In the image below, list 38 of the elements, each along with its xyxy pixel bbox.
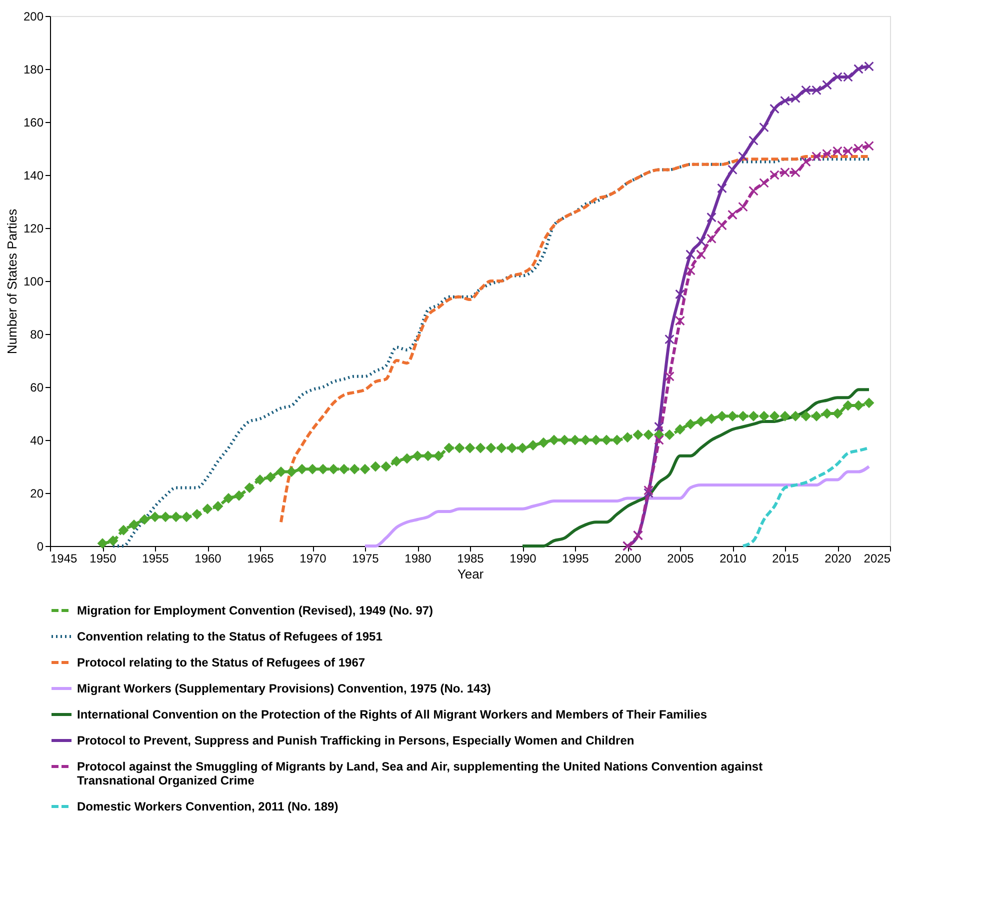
y-tick-label: 140	[23, 168, 44, 182]
x-tick-label: 1970	[300, 552, 327, 566]
legend-label: International Convention on the Protection of the Rights of All Migrant Workers and Members of Their Families	[77, 708, 708, 722]
x-tick-label: 2000	[614, 552, 642, 566]
x-tick-label: 1985	[457, 552, 484, 566]
x-tick-label: 2005	[667, 552, 694, 566]
legend-label: Protocol to Prevent, Suppress and Punish Trafficking in Persons, Especially Women and Children	[77, 734, 634, 748]
legend-label: Migrant Workers (Supplementary Provisions) Convention, 1975 (No. 143)	[77, 682, 491, 696]
legend-label: Domestic Workers Convention, 2011 (No. 189)	[77, 800, 338, 814]
x-tick-label: 1955	[142, 552, 170, 566]
y-tick-label: 80	[30, 328, 44, 342]
y-tick-label: 200	[23, 10, 44, 24]
x-tick-label: 2015	[772, 552, 800, 566]
x-tick-label: 1995	[562, 552, 590, 566]
y-tick-label: 180	[23, 62, 44, 76]
x-tick-label: 1980	[404, 552, 432, 566]
legend-label: Migration for Employment Convention (Revised), 1949 (No. 97)	[77, 604, 434, 618]
x-tick-label: 2020	[824, 552, 852, 566]
x-tick-label: 1960	[194, 552, 222, 566]
y-tick-label: 40	[30, 434, 44, 448]
x-tick-label: 1950	[90, 552, 117, 566]
legend-label: Protocol relating to the Status of Refugees of 1967	[77, 656, 366, 670]
y-axis-title: Number of States Parties	[4, 208, 20, 354]
y-tick-label: 0	[36, 540, 44, 554]
x-tick-label: 2010	[720, 552, 747, 566]
x-tick-label: 1945	[50, 552, 78, 566]
legend-label: Convention relating to the Status of Refugees of 1951	[77, 630, 383, 644]
y-tick-label: 160	[23, 116, 44, 130]
x-axis-title: Year	[457, 566, 484, 582]
x-tick-label: 1965	[247, 552, 274, 566]
y-tick-label: 120	[23, 222, 44, 236]
x-tick-label: 2025	[864, 552, 891, 566]
y-tick-label: 60	[30, 380, 44, 394]
y-tick-label: 20	[30, 486, 44, 500]
x-tick-label: 1975	[352, 552, 380, 566]
y-tick-label: 100	[23, 274, 44, 288]
x-tick-label: 1990	[510, 552, 537, 566]
legend-label: Protocol against the Smuggling of Migrants by Land, Sea and Air, supplementing the United Nations Convention against Transnational Organized Crime	[77, 760, 763, 788]
